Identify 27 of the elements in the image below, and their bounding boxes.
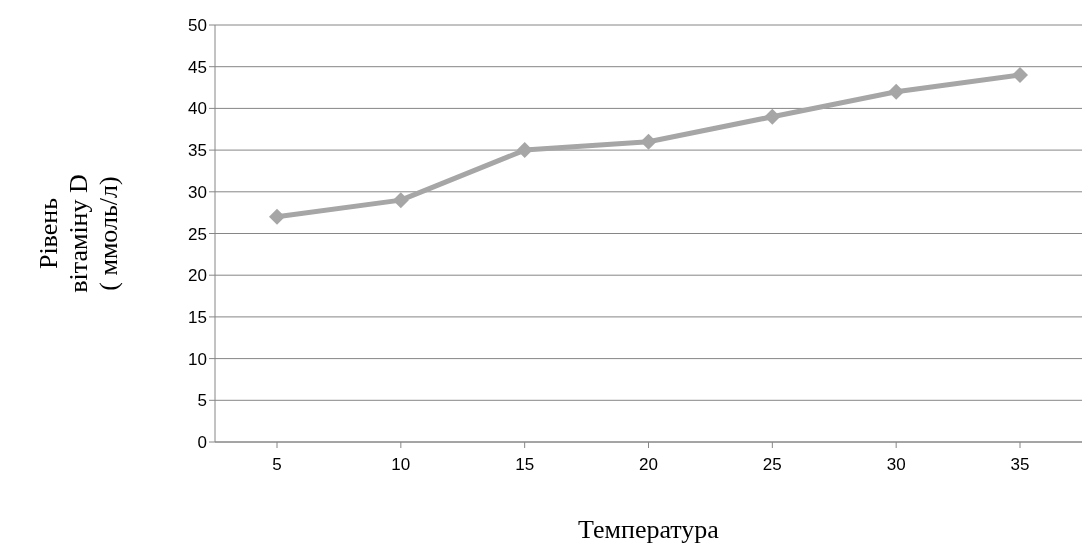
y-tick-label: 45	[188, 57, 207, 77]
y-tick-label: 35	[188, 141, 207, 161]
x-tick-label: 10	[391, 455, 411, 475]
point	[392, 192, 409, 209]
y-axis-title: Рівень вітаміну D ( ммоль/л)	[33, 174, 123, 293]
y-tick-label: 25	[188, 224, 207, 244]
x-tick-label: 35	[1010, 455, 1030, 475]
x-tick-label: 5	[272, 455, 282, 475]
x-tick-label: 25	[762, 455, 782, 475]
y-tick-label: 30	[188, 182, 207, 202]
x-tick-label: 20	[639, 455, 658, 475]
x-tick-label: 15	[515, 455, 535, 475]
y-tick-label: 50	[188, 16, 207, 36]
y-tick-label: 10	[188, 349, 207, 369]
y-tick-label: 15	[188, 307, 207, 327]
y-tick-label: 5	[197, 391, 207, 411]
point	[888, 83, 905, 100]
point	[764, 108, 781, 125]
y-tick-label: 20	[188, 266, 207, 286]
x-tick-label: 30	[886, 455, 906, 475]
y-tick-label: 40	[188, 99, 207, 119]
x-axis-title: Температура	[578, 515, 720, 544]
point	[269, 208, 285, 225]
y-tick-label: 0	[197, 433, 207, 453]
point	[516, 142, 533, 159]
point	[1012, 67, 1028, 84]
point	[640, 133, 657, 150]
